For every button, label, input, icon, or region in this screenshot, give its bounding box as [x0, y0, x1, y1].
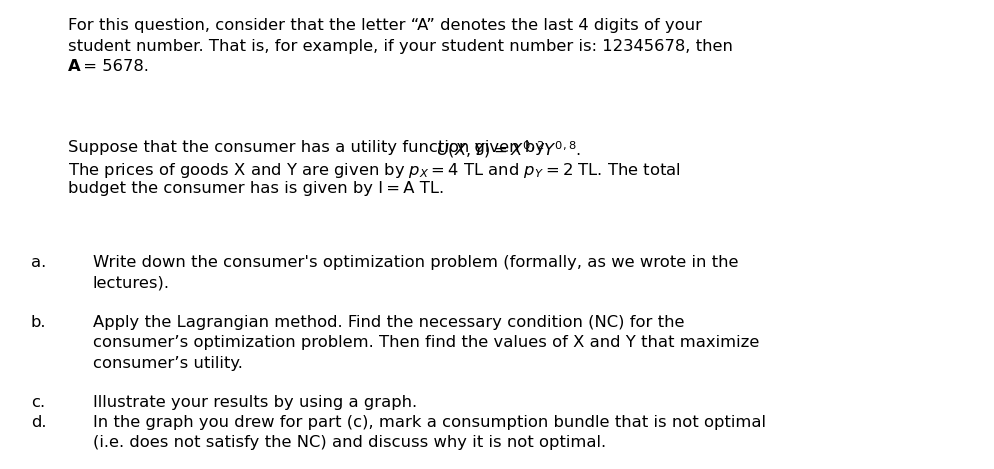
Text: (i.e. does not satisfy the NC) and discuss why it is not optimal.: (i.e. does not satisfy the NC) and discu…: [92, 436, 605, 451]
Text: = 5678.: = 5678.: [78, 59, 148, 74]
Text: consumer’s utility.: consumer’s utility.: [92, 356, 243, 371]
Text: Illustrate your results by using a graph.: Illustrate your results by using a graph…: [92, 395, 416, 410]
Text: budget the consumer has is given by I = A TL.: budget the consumer has is given by I = …: [68, 181, 443, 196]
Text: Write down the consumer's optimization problem (formally, as we wrote in the: Write down the consumer's optimization p…: [92, 255, 738, 270]
Text: Apply the Lagrangian method. Find the necessary condition (NC) for the: Apply the Lagrangian method. Find the ne…: [92, 315, 683, 330]
Text: d.: d.: [31, 415, 47, 430]
Text: The prices of goods X and Y are given by $p_X$ = 4 TL and $p_Y$ = 2 TL. The tota: The prices of goods X and Y are given by…: [68, 160, 680, 180]
Text: A: A: [68, 59, 81, 74]
Text: c.: c.: [31, 395, 45, 410]
Text: a.: a.: [31, 255, 46, 270]
Text: For this question, consider that the letter “A” denotes the last 4 digits of you: For this question, consider that the let…: [68, 18, 701, 33]
Text: consumer’s optimization problem. Then find the values of X and Y that maximize: consumer’s optimization problem. Then fi…: [92, 335, 758, 350]
Text: In the graph you drew for part (c), mark a consumption bundle that is not optima: In the graph you drew for part (c), mark…: [92, 415, 764, 430]
Text: lectures).: lectures).: [92, 275, 169, 290]
Text: student number. That is, for example, if your student number is: 12345678, then: student number. That is, for example, if…: [68, 38, 732, 53]
Text: $U(X,Y) = X^{0,2}Y^{0,8}$.: $U(X,Y) = X^{0,2}Y^{0,8}$.: [435, 139, 580, 160]
Text: b.: b.: [31, 315, 47, 330]
Text: Suppose that the consumer has a utility function given by: Suppose that the consumer has a utility …: [68, 140, 550, 155]
